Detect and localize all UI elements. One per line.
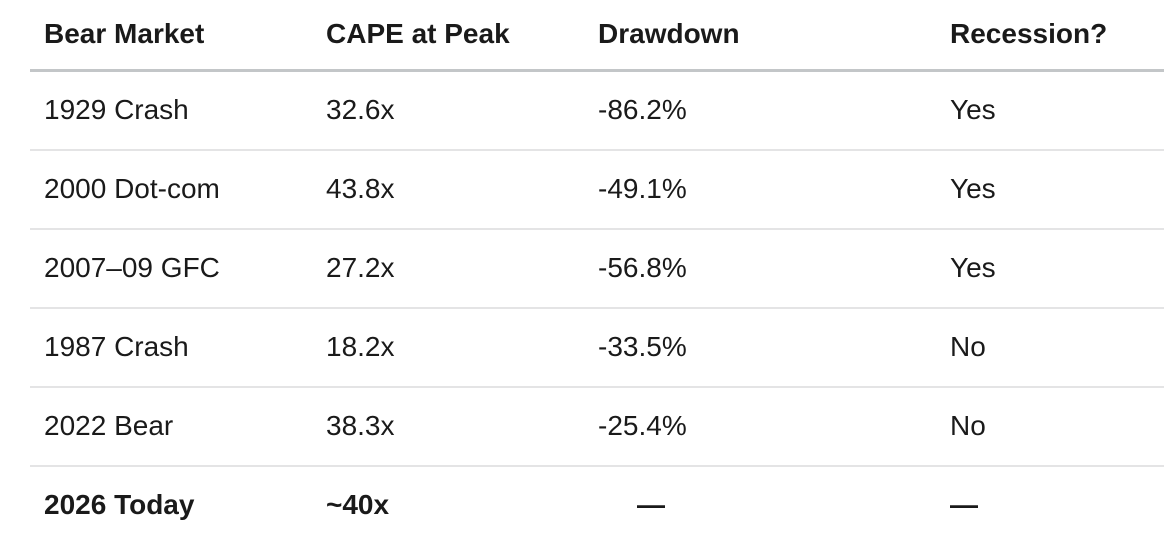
column-header-recession: Recession? — [950, 18, 1108, 50]
cell-drawdown: — — [637, 489, 665, 521]
cell-recession: — — [950, 489, 978, 521]
cell-cape-at-peak: 43.8x — [326, 173, 395, 205]
cell-drawdown: -49.1% — [598, 173, 687, 205]
table-row-2007-09-gfc: 2007–09 GFC 27.2x -56.8% Yes — [30, 230, 1164, 309]
cell-recession: No — [950, 410, 986, 442]
cell-bear-market: 2000 Dot-com — [44, 173, 220, 205]
cell-cape-at-peak: 32.6x — [326, 94, 395, 126]
table-row-2000-dot-com: 2000 Dot-com 43.8x -49.1% Yes — [30, 151, 1164, 230]
cell-drawdown: -33.5% — [598, 331, 687, 363]
column-header-cape-at-peak: CAPE at Peak — [326, 18, 510, 50]
table-header-row: Bear Market CAPE at Peak Drawdown Recess… — [30, 0, 1164, 72]
cell-cape-at-peak: 27.2x — [326, 252, 395, 284]
column-header-drawdown: Drawdown — [598, 18, 740, 50]
cell-cape-at-peak: 38.3x — [326, 410, 395, 442]
table-row-1987-crash: 1987 Crash 18.2x -33.5% No — [30, 309, 1164, 388]
cell-cape-at-peak: 18.2x — [326, 331, 395, 363]
table-row-2022-bear: 2022 Bear 38.3x -25.4% No — [30, 388, 1164, 467]
cell-recession: Yes — [950, 173, 996, 205]
cell-cape-at-peak: ~40x — [326, 489, 390, 521]
cell-drawdown: -86.2% — [598, 94, 687, 126]
column-header-bear-market: Bear Market — [44, 18, 205, 50]
cell-bear-market: 1987 Crash — [44, 331, 189, 363]
cell-recession: Yes — [950, 94, 996, 126]
cell-recession: No — [950, 331, 986, 363]
cell-bear-market: 1929 Crash — [44, 94, 189, 126]
bear-market-cape-table: Bear Market CAPE at Peak Drawdown Recess… — [30, 0, 1164, 544]
cell-drawdown: -25.4% — [598, 410, 687, 442]
cell-bear-market: 2026 Today — [44, 489, 195, 521]
cell-bear-market: 2022 Bear — [44, 410, 174, 442]
cell-drawdown: -56.8% — [598, 252, 687, 284]
table-row-1929-crash: 1929 Crash 32.6x -86.2% Yes — [30, 72, 1164, 151]
cell-recession: Yes — [950, 252, 996, 284]
cell-bear-market: 2007–09 GFC — [44, 252, 220, 284]
table-row-2026-today: 2026 Today ~40x — — — [30, 467, 1164, 544]
